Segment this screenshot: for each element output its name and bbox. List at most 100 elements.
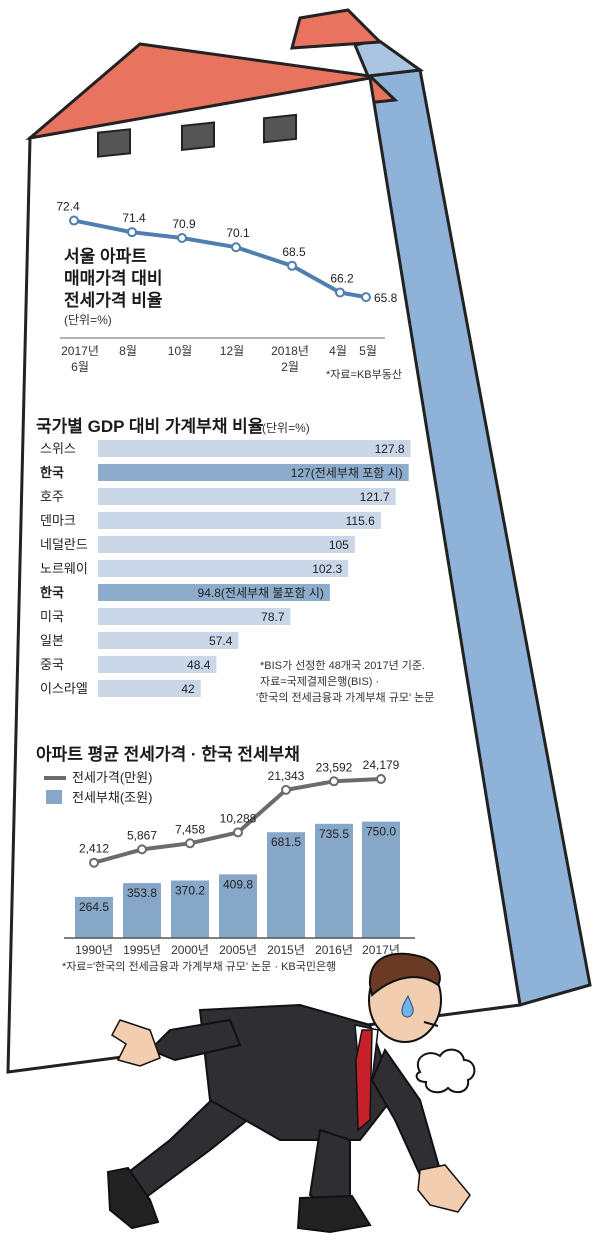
chart2-category-label: 한국 xyxy=(40,465,64,480)
chart1-title-line3: 전세가격 비율 xyxy=(64,291,163,310)
chart2-value-label: 57.4 xyxy=(209,634,233,648)
chart3-line-point xyxy=(185,838,195,849)
chart2-bar xyxy=(98,680,201,697)
legend-bar-swatch xyxy=(46,790,62,804)
chart3-x-tick-label: 2015년 xyxy=(267,943,305,957)
chart3-bar xyxy=(123,883,161,938)
chart2-note-line2: 자료=국제결제은행(BIS) · xyxy=(260,675,379,688)
chart3-bar-value-label: 370.2 xyxy=(175,884,205,898)
chart3-title: 아파트 평균 전세가격 · 한국 전세부채 xyxy=(36,745,300,764)
chimney-side xyxy=(352,38,425,78)
chart3-x-tick-label: 1990년 xyxy=(75,943,113,957)
chart2-title: 국가별 GDP 대비 가계부채 비율 xyxy=(36,417,264,436)
chart2-bar xyxy=(98,584,330,601)
chart1-x-tick-label: 2월 xyxy=(281,360,299,374)
chart2-bar xyxy=(98,512,381,529)
chart3-bar xyxy=(315,823,353,938)
man-back-shoe xyxy=(106,1166,160,1230)
legend-bar-label: 전세부채(조원) xyxy=(72,790,152,805)
chart3-line-point xyxy=(89,857,99,868)
chart3-bar-value-label: 750.0 xyxy=(366,825,396,839)
chart3-bar-value-label: 353.8 xyxy=(127,886,157,900)
chart2-bar xyxy=(98,608,291,625)
chart3-bar-value-label: 264.5 xyxy=(79,900,109,914)
chart1-x-tick-label: 2017년 xyxy=(61,344,99,358)
chart2-category-label: 호주 xyxy=(40,489,64,504)
chart2-unit: (단위=%) xyxy=(262,421,310,435)
chart2-value-label: 78.7 xyxy=(261,610,285,624)
chart2-value-label: 121.7 xyxy=(360,490,390,504)
chart1-x-tick-label: 8월 xyxy=(119,344,137,358)
chart1-value-label: 71.4 xyxy=(122,211,146,225)
chart2-value-label: 94.8(전세부채 불포함 시) xyxy=(198,586,324,600)
chart2-bar xyxy=(98,560,349,577)
man-front-hand xyxy=(417,1164,471,1213)
chart1-x-tick-label: 12월 xyxy=(220,344,244,358)
chart3-x-tick-label: 2000년 xyxy=(171,943,209,957)
chart2-category-label: 한국 xyxy=(40,585,64,600)
chart2-bar xyxy=(98,488,396,505)
chart1-title-line2: 매매가격 대비 xyxy=(64,269,163,288)
chart3-source: *자료='한국의 전세금융과 가계부채 규모' 논문 · KB국민은행 xyxy=(62,960,336,973)
chart2-category-label: 이스라엘 xyxy=(40,681,88,696)
chart1-title-line1: 서울 아파트 xyxy=(64,247,147,266)
chart1-value-label: 68.5 xyxy=(282,245,306,259)
jeonse-ratio-line-chart: 서울 아파트 매매가격 대비 전세가격 비율 (단위=%) 72.4 71.4 70… xyxy=(56,200,402,381)
window-icon xyxy=(97,128,131,158)
chart3-x-tick-label: 1995년 xyxy=(123,943,161,957)
chart3-line-value-label: 24,179 xyxy=(363,758,400,772)
man-torso xyxy=(198,1003,397,1141)
gdp-household-debt-bar-chart: 국가별 GDP 대비 가계부채 비율 (단위=%) 스위스 127.8 한국 127(… xyxy=(36,417,434,704)
chart1-point xyxy=(335,287,345,298)
chart3-line-point xyxy=(329,776,339,787)
chart2-value-label: 127(전세부채 포함 시) xyxy=(291,466,403,480)
chart1-unit: (단위=%) xyxy=(64,313,112,327)
chart1-x-tick-label: 5월 xyxy=(359,344,377,358)
man-front-shoe xyxy=(296,1194,372,1234)
chart3-bar xyxy=(362,821,400,938)
man-back-hand xyxy=(111,1019,161,1067)
chart1-value-label: 66.2 xyxy=(330,271,354,285)
chart3-line-point xyxy=(233,827,243,838)
chart3-line-value-label: 5,867 xyxy=(127,828,157,842)
chart2-value-label: 115.6 xyxy=(346,514,375,528)
chart2-bar xyxy=(98,632,239,649)
chart1-point xyxy=(361,292,371,303)
chart1-point xyxy=(69,215,79,226)
chart2-category-label: 일본 xyxy=(40,633,64,648)
man-mouth xyxy=(423,1021,439,1027)
chart3-bar xyxy=(267,832,305,938)
chart1-value-label: 70.1 xyxy=(226,226,250,240)
chart1-value-label: 72.4 xyxy=(56,200,80,214)
chart3-line-value-label: 2,412 xyxy=(79,842,109,856)
breath-puff-icon xyxy=(415,1048,476,1094)
chart1-source: *자료=KB부동산 xyxy=(326,368,402,381)
chart1-point xyxy=(287,260,297,271)
chart3-bar xyxy=(75,896,113,938)
chart2-note-line1: *BIS가 선정한 48개국 2017년 기준. xyxy=(260,659,425,672)
chart3-x-tick-label: 2005년 xyxy=(219,943,257,957)
chart2-value-label: 42 xyxy=(181,682,195,696)
chart1-x-tick-label: 10월 xyxy=(168,344,192,358)
chart2-bar xyxy=(98,440,411,457)
chart2-value-label: 105 xyxy=(329,538,349,552)
chart1-value-label: 65.8 xyxy=(374,291,398,305)
window-icon xyxy=(263,113,297,144)
chart1-value-label: 70.9 xyxy=(172,217,196,231)
chart3-line-point xyxy=(137,844,147,855)
chart2-note-line3: '한국의 전세금융과 가계부채 규모' 논문 xyxy=(256,691,434,704)
sweat-drop-icon xyxy=(401,994,414,1018)
chart2-value-label: 127.8 xyxy=(375,442,405,456)
chart2-category-label: 네덜란드 xyxy=(40,537,88,552)
chimney xyxy=(290,8,384,50)
man-illustration xyxy=(106,952,476,1234)
chart1-x-tick-label: 2018년 xyxy=(271,344,309,358)
chart3-line-value-label: 7,458 xyxy=(175,822,205,836)
man-front-leg xyxy=(308,1128,351,1207)
chart2-value-label: 48.4 xyxy=(187,658,211,672)
chart1-x-tick-label: 6월 xyxy=(71,360,89,374)
chart2-bar xyxy=(98,536,355,553)
chart3-line-value-label: 23,592 xyxy=(316,760,353,774)
chart3-line-point xyxy=(281,784,291,795)
